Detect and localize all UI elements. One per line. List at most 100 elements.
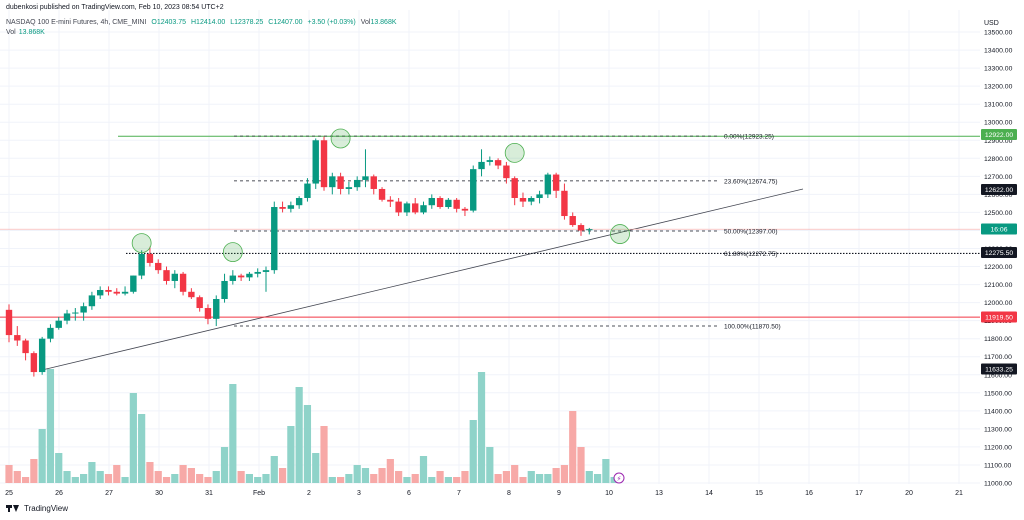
footer: TradingView [6, 504, 68, 513]
candle-body [204, 308, 212, 319]
candle-body [453, 199, 460, 209]
x-axis-tick-label: 6 [407, 490, 411, 497]
candle-body [552, 174, 560, 191]
candle-body [221, 280, 228, 300]
volume-bar [129, 393, 137, 483]
candle-body [353, 179, 361, 188]
candle-body [130, 275, 137, 292]
y-axis-tick-label: 12500.00 [984, 210, 1013, 217]
candle-body [229, 275, 237, 281]
y-axis-tick-label: 11500.00 [984, 390, 1012, 397]
volume-bar [312, 453, 320, 483]
volume-bar [453, 477, 461, 483]
candle-body [163, 270, 170, 281]
volume-bar [395, 471, 403, 483]
fib-level-label: 100.00%(11870.50) [724, 323, 781, 330]
volume-bar [403, 477, 411, 483]
volume-bar [328, 477, 336, 483]
price-axis-badge [981, 129, 1017, 140]
y-axis-tick-label: 13100.00 [984, 102, 1013, 109]
volume-bar [55, 453, 63, 483]
lightning-glyph: ⚡ [617, 475, 622, 483]
volume-bar [237, 471, 245, 483]
price-axis-badge [981, 223, 1017, 235]
volume-bar [229, 384, 237, 483]
volume-bar [113, 465, 121, 483]
fib-level-label: 0.00%(12923.25) [724, 134, 774, 141]
volume-bar [71, 477, 79, 483]
volume-bar [486, 447, 494, 483]
volume-bar [320, 426, 328, 483]
volume-bar [602, 459, 610, 483]
y-axis-tick-label: 13200.00 [984, 84, 1013, 91]
candle-body [312, 140, 319, 184]
high-value: H12414.00 [191, 19, 226, 26]
volume-bar [154, 471, 162, 483]
candle-body [188, 291, 195, 298]
candle-body [378, 188, 386, 200]
candle-body [503, 165, 510, 179]
candle-body [47, 327, 54, 339]
candle-body [14, 335, 21, 341]
candle-body [428, 197, 435, 206]
y-axis-tick-label: 11600.00 [984, 372, 1012, 379]
candle-body [362, 176, 369, 180]
x-axis-tick-label: 15 [755, 490, 763, 497]
candle-body [586, 229, 593, 231]
x-axis-tick-label: 7 [457, 490, 461, 497]
price-axis-badge-label: 12922.00 [985, 132, 1014, 139]
price-axis-badge-label: 12275.50 [985, 250, 1014, 257]
candle-body [5, 309, 13, 336]
volume-bar [303, 405, 312, 483]
volume-bar [552, 468, 560, 483]
volume-bar [535, 474, 544, 483]
candle-body [544, 174, 552, 195]
price-axis-badge [981, 363, 1017, 375]
fib-level-label: 50.00%(12397.00) [724, 229, 778, 236]
y-axis-tick-label: 13300.00 [984, 66, 1013, 73]
candle-body [179, 273, 187, 292]
candle-body [80, 306, 87, 313]
volume-bar [544, 474, 552, 483]
candle-body [105, 289, 112, 292]
pivot-circle-marker [610, 224, 630, 244]
lightning-icon [613, 472, 625, 484]
volume-bar [511, 465, 519, 483]
publisher-line: dubenkosi published on TradingView.com, … [6, 4, 224, 11]
y-axis-tick-label: 12600.00 [984, 192, 1013, 199]
candle-body [121, 291, 129, 294]
y-axis-tick-label: 11000.00 [984, 481, 1012, 488]
price-axis-badge-label: 16:06 [990, 227, 1007, 234]
x-axis-tick-label: 21 [955, 490, 963, 497]
x-axis-tick-label: Feb [253, 490, 265, 497]
volume-bar [585, 471, 593, 483]
fib-level-label: 61.80%(12272.75) [724, 251, 778, 258]
candle-body [478, 161, 485, 170]
volume-bar [444, 477, 452, 483]
y-axis-tick-label: 12100.00 [984, 282, 1013, 289]
fib-level-label: 23.60%(12674.75) [724, 178, 778, 185]
volume-bar [162, 477, 171, 483]
x-axis-tick-label: 10 [605, 490, 613, 497]
y-axis-tick-label: 11700.00 [984, 354, 1012, 361]
candle-body [329, 176, 336, 188]
volume-bar [477, 372, 486, 483]
volume-bar [419, 456, 428, 483]
pivot-circle-marker [222, 242, 243, 263]
price-axis-badge [981, 311, 1017, 323]
volume-bar [411, 474, 419, 483]
price-axis-badge [981, 247, 1017, 258]
volume-bar [104, 474, 113, 483]
x-axis-tick-label: 3 [357, 490, 361, 497]
volume-bar [386, 459, 394, 483]
y-axis-tick-label: 12900.00 [984, 138, 1013, 145]
candle-body [395, 201, 402, 213]
candle-body [88, 295, 96, 307]
candle-body [511, 178, 518, 198]
candle-body [146, 253, 154, 263]
y-axis-tick-label: 12000.00 [984, 300, 1013, 307]
tradingview-logo-icon [6, 504, 20, 513]
candle-body [470, 169, 477, 211]
candle-body [436, 197, 444, 208]
